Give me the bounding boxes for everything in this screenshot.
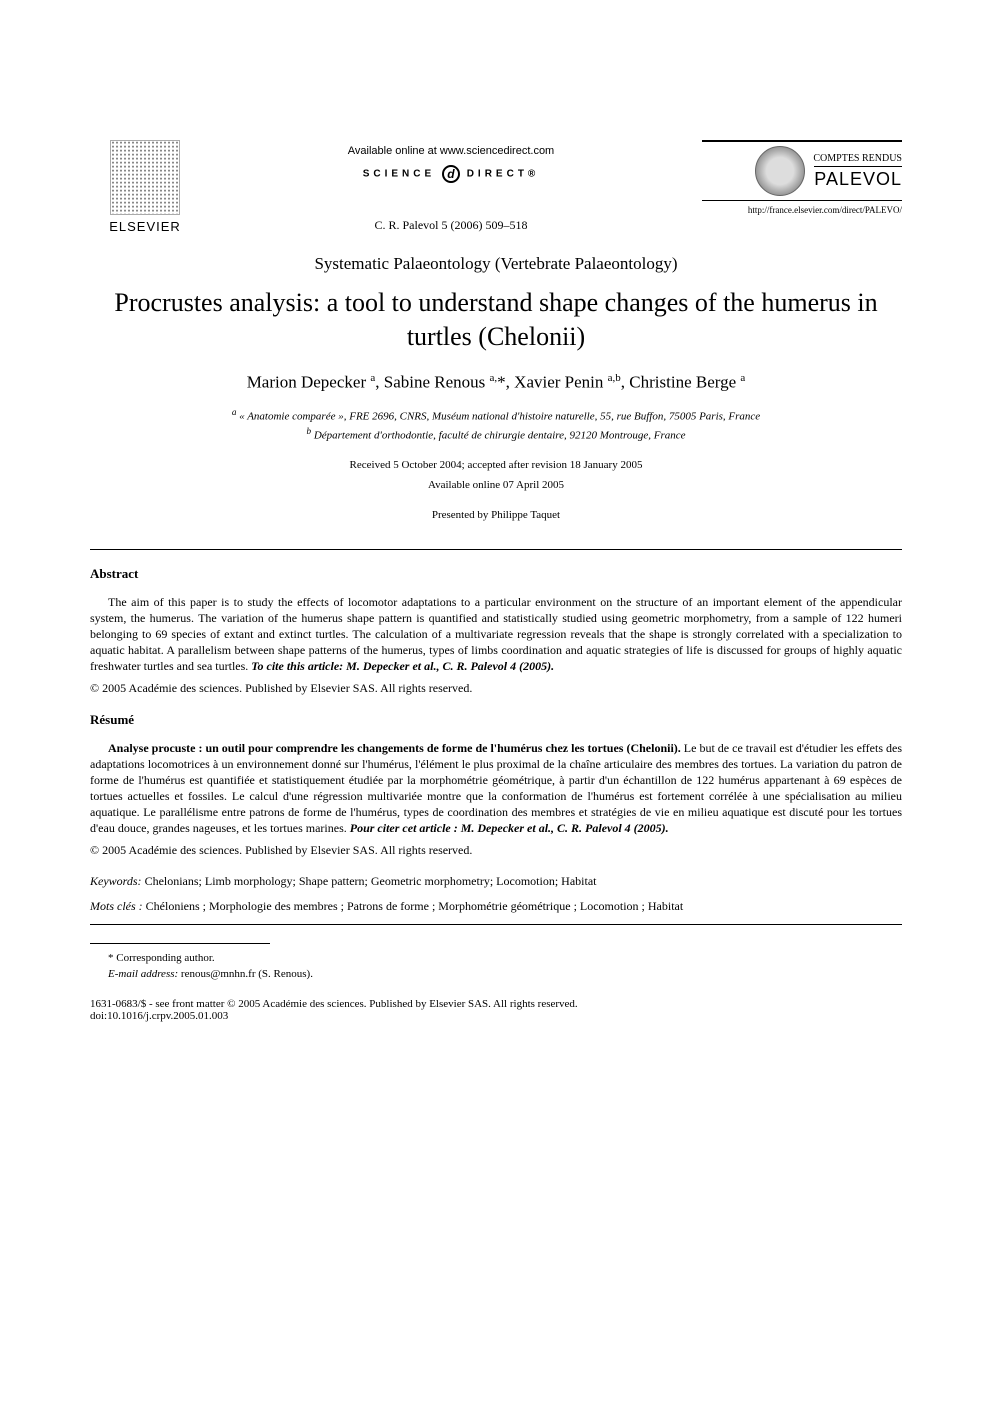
journal-reference: C. R. Palevol 5 (2006) 509–518: [200, 218, 702, 233]
palevol-box: COMPTES RENDUS PALEVOL: [702, 140, 902, 201]
sciencedirect-logo: SCIENCE d DIRECT®: [200, 165, 702, 183]
keywords-text: Chelonians; Limb morphology; Shape patte…: [145, 874, 597, 888]
footnote-separator: [90, 943, 270, 944]
comptes-rendus-label: COMPTES RENDUS: [813, 153, 902, 164]
received-date: Received 5 October 2004; accepted after …: [90, 459, 902, 471]
presented-by: Presented by Philippe Taquet: [90, 509, 902, 521]
resume-cite: Pour citer cet article : M. Depecker et …: [350, 821, 669, 835]
available-online-text: Available online at www.sciencedirect.co…: [200, 145, 702, 157]
keywords-label: Keywords:: [90, 874, 142, 888]
email-label: E-mail address:: [108, 968, 178, 980]
motscles-text: Chéloniens ; Morphologie des membres ; P…: [146, 899, 684, 913]
front-matter-line: 1631-0683/$ - see front matter © 2005 Ac…: [90, 998, 902, 1010]
abstract-body: The aim of this paper is to study the ef…: [90, 594, 902, 675]
available-date: Available online 07 April 2005: [90, 479, 902, 491]
motscles-label: Mots clés :: [90, 899, 143, 913]
article-title: Procrustes analysis: a tool to understan…: [90, 286, 902, 354]
resume-heading: Résumé: [90, 712, 902, 728]
email-footnote: E-mail address: renous@mnhn.fr (S. Renou…: [90, 968, 902, 980]
journal-badge-block: COMPTES RENDUS PALEVOL http://france.els…: [702, 140, 902, 215]
elsevier-tree-icon: [110, 140, 180, 215]
copyright-en: © 2005 Académie des sciences. Published …: [90, 681, 902, 696]
elsevier-label: ELSEVIER: [109, 219, 181, 234]
divider-bottom: [90, 924, 902, 925]
elsevier-logo-block: ELSEVIER: [90, 140, 200, 234]
sciencedirect-at-icon: d: [442, 165, 460, 183]
doi-line: doi:10.1016/j.crpv.2005.01.003: [90, 1010, 902, 1022]
corresponding-author: * Corresponding author.: [90, 952, 902, 964]
header-row: ELSEVIER Available online at www.science…: [90, 140, 902, 234]
journal-url: http://france.elsevier.com/direct/PALEVO…: [748, 205, 902, 215]
palevol-label: PALEVOL: [814, 166, 902, 190]
abstract-cite: To cite this article: M. Depecker et al.…: [251, 659, 554, 673]
resume-body: Analyse procuste : un outil pour compren…: [90, 740, 902, 837]
affiliations: a « Anatomie comparée », FRE 2696, CNRS,…: [90, 406, 902, 444]
abstract-heading: Abstract: [90, 566, 902, 582]
motscles-line: Mots clés : Chéloniens ; Morphologie des…: [90, 899, 902, 914]
palevol-text: COMPTES RENDUS PALEVOL: [813, 153, 902, 190]
affiliation-b: Département d'orthodontie, faculté de ch…: [314, 430, 686, 442]
email-value: renous@mnhn.fr (S. Renous).: [181, 968, 313, 980]
authors: Marion Depecker a, Sabine Renous a,*, Xa…: [90, 372, 902, 393]
divider: [90, 549, 902, 550]
sciencedirect-right: DIRECT®: [467, 169, 540, 180]
copyright-fr: © 2005 Académie des sciences. Published …: [90, 843, 902, 858]
keywords-line: Keywords: Chelonians; Limb morphology; S…: [90, 874, 902, 889]
section-category: Systematic Palaeontology (Vertebrate Pal…: [90, 254, 902, 274]
resume-title-inline: Analyse procuste : un outil pour compren…: [108, 741, 681, 755]
center-header: Available online at www.sciencedirect.co…: [200, 140, 702, 233]
sciencedirect-left: SCIENCE: [363, 169, 435, 180]
affiliation-a: « Anatomie comparée », FRE 2696, CNRS, M…: [239, 411, 760, 423]
palevol-seal-icon: [755, 146, 805, 196]
